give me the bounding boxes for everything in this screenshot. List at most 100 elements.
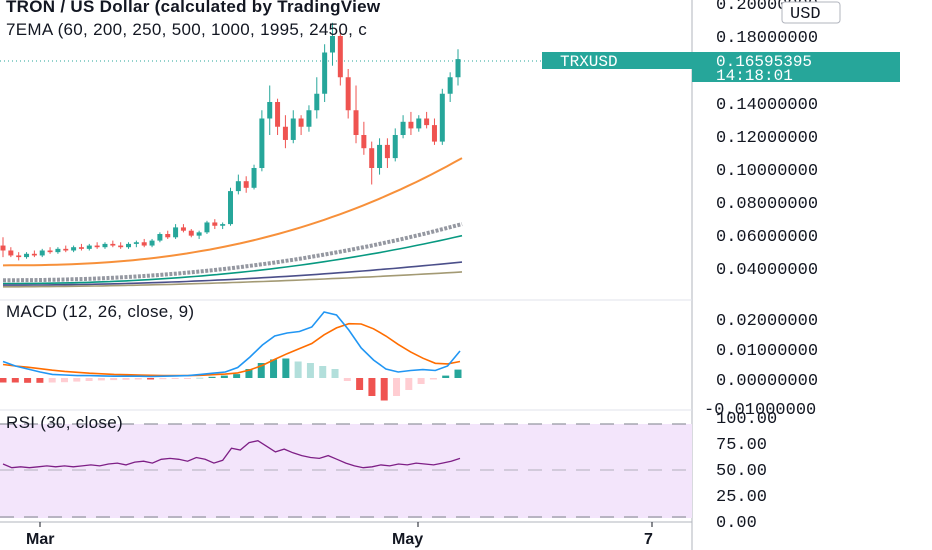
candle-body bbox=[322, 52, 328, 94]
candle-body bbox=[94, 245, 100, 248]
ema250-line bbox=[3, 234, 463, 285]
macd-histogram-bar bbox=[97, 378, 105, 381]
rsi-tick: 0.00 bbox=[716, 514, 757, 533]
price-tick: 0.12000000 bbox=[716, 129, 818, 148]
macd-histogram-bar bbox=[270, 359, 278, 378]
candle-body bbox=[439, 93, 445, 142]
chart-title[interactable]: TRON / US Dollar (calculated by TradingV… bbox=[6, 0, 381, 16]
macd-histogram-bar bbox=[208, 376, 216, 378]
candle-body bbox=[165, 234, 171, 238]
macd-signal-line bbox=[2, 322, 461, 377]
rsi-legend[interactable]: RSI (30, close) bbox=[6, 413, 123, 432]
macd-histogram-bar bbox=[73, 378, 81, 382]
candle-body bbox=[126, 243, 132, 248]
candle-body bbox=[251, 168, 257, 188]
rsi-axis: 100.00 75.00 50.00 25.00 0.00 bbox=[716, 410, 777, 533]
candle-body bbox=[212, 222, 218, 226]
candle-body bbox=[204, 222, 210, 233]
macd-histogram-bar bbox=[48, 378, 56, 383]
macd-histogram-bar bbox=[393, 378, 401, 396]
candle-body bbox=[133, 242, 139, 244]
macd-histogram-bar bbox=[343, 378, 351, 381]
currency-label: USD bbox=[790, 5, 821, 24]
last-price-value: 0.16595395 bbox=[716, 53, 812, 71]
rsi-series bbox=[2, 440, 461, 469]
candle-body bbox=[63, 248, 69, 251]
candle-body bbox=[220, 224, 226, 226]
macd-histogram-bar bbox=[24, 378, 32, 383]
candlestick-series bbox=[0, 22, 461, 261]
macd-histogram-bar bbox=[442, 375, 450, 378]
candle-body bbox=[431, 125, 437, 142]
rsi-tick: 100.00 bbox=[716, 410, 777, 429]
candle-body bbox=[157, 234, 163, 241]
macd-histogram-bar bbox=[233, 374, 241, 378]
macd-histogram-bar bbox=[183, 378, 191, 379]
price-axis: 0.20000000 0.18000000 0.14000000 0.12000… bbox=[716, 0, 818, 280]
currency-box[interactable] bbox=[781, 1, 841, 24]
macd-histogram-bar bbox=[405, 378, 413, 390]
candle-body bbox=[196, 232, 202, 236]
macd-histogram-bar bbox=[85, 378, 93, 381]
candle-body bbox=[0, 245, 6, 251]
candle-body bbox=[408, 121, 414, 129]
candle-body bbox=[416, 118, 422, 129]
macd-histogram-bar bbox=[294, 361, 302, 378]
time-tick-label: 7 bbox=[644, 531, 653, 548]
symbol-tag-label: TRXUSD bbox=[560, 53, 618, 71]
rsi-tick: 75.00 bbox=[716, 436, 767, 455]
macd-histogram-bar bbox=[380, 378, 388, 401]
macd-histogram-bar bbox=[429, 378, 437, 380]
macd-histogram-bar bbox=[454, 369, 462, 378]
macd-histogram-bar bbox=[257, 363, 265, 378]
macd-histogram-bar bbox=[36, 378, 44, 383]
candle-body bbox=[361, 135, 367, 149]
macd-histogram-bar bbox=[220, 375, 228, 378]
candle-body bbox=[314, 93, 320, 111]
macd-histogram-bar bbox=[0, 378, 7, 383]
candle-body bbox=[235, 181, 241, 192]
ema60-line bbox=[2, 157, 463, 267]
macd-tick: 0.02000000 bbox=[716, 312, 818, 331]
rsi-tick: 25.00 bbox=[716, 488, 767, 507]
rsi-line bbox=[2, 440, 461, 469]
symbol-tag[interactable] bbox=[542, 52, 692, 69]
macd-tick: 0.01000000 bbox=[716, 342, 818, 361]
candle-body bbox=[24, 253, 30, 258]
ema200-line bbox=[3, 222, 463, 283]
macd-line bbox=[2, 311, 461, 378]
macd-histogram-bar bbox=[60, 378, 68, 383]
candle-body bbox=[47, 250, 53, 253]
candle-body bbox=[424, 118, 430, 126]
candle-body bbox=[180, 227, 186, 231]
candle-body bbox=[392, 135, 398, 159]
rsi-band bbox=[0, 424, 692, 518]
candle-body bbox=[267, 102, 273, 119]
ema-lines bbox=[2, 157, 463, 288]
macd-histogram-bar bbox=[245, 369, 253, 378]
candle-body bbox=[384, 144, 390, 159]
price-tick: 0.08000000 bbox=[716, 195, 818, 214]
candle-body bbox=[306, 110, 312, 127]
price-tick: 0.18000000 bbox=[716, 29, 818, 48]
macd-histogram-bar bbox=[282, 358, 290, 378]
candle-body bbox=[110, 243, 116, 246]
macd-histogram-bar bbox=[356, 378, 364, 390]
candle-body bbox=[149, 240, 155, 246]
last-price-time: 14:18:01 bbox=[716, 67, 793, 85]
ema-legend[interactable]: 7EMA (60, 200, 250, 500, 1000, 1995, 245… bbox=[6, 20, 368, 39]
last-price-tag[interactable] bbox=[692, 52, 900, 82]
macd-histogram-bar bbox=[306, 363, 314, 378]
candle-body bbox=[455, 59, 461, 78]
price-tick: 0.14000000 bbox=[716, 96, 818, 115]
macd-tick: -0.01000000 bbox=[704, 401, 816, 420]
candle-body bbox=[102, 243, 108, 248]
macd-legend[interactable]: MACD (12, 26, close, 9) bbox=[6, 302, 195, 321]
candle-body bbox=[141, 242, 147, 246]
price-tick: 0.04000000 bbox=[716, 261, 818, 280]
macd-tick: 0.00000000 bbox=[716, 372, 818, 391]
macd-histogram-bar bbox=[110, 378, 118, 381]
candle-body bbox=[400, 121, 406, 135]
candle-body bbox=[353, 110, 359, 135]
